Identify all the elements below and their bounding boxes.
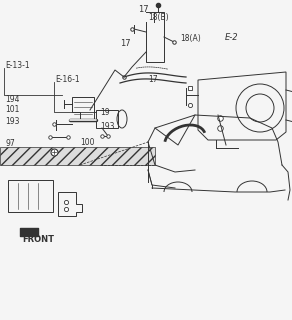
- Text: 17: 17: [148, 75, 158, 84]
- Text: 194: 194: [5, 95, 20, 104]
- Text: E-13-1: E-13-1: [5, 61, 29, 70]
- Text: 101: 101: [5, 105, 19, 114]
- Bar: [96, 110, 118, 128]
- Bar: [146, 12, 154, 22]
- Bar: [0, 147, 155, 165]
- Text: E-16-1: E-16-1: [55, 75, 80, 84]
- Text: 18(B): 18(B): [148, 13, 168, 22]
- Text: 100: 100: [80, 138, 95, 147]
- Text: 193: 193: [100, 122, 114, 131]
- Bar: [146, 12, 164, 62]
- Text: 97: 97: [5, 139, 15, 148]
- Text: FRONT: FRONT: [22, 235, 54, 244]
- Text: 17: 17: [120, 39, 131, 48]
- Text: 18(A): 18(A): [180, 34, 201, 43]
- Text: 17: 17: [138, 5, 148, 14]
- Text: 19: 19: [100, 108, 110, 117]
- Text: E-2: E-2: [225, 33, 239, 42]
- Text: 193: 193: [5, 117, 20, 126]
- Bar: [8, 180, 53, 212]
